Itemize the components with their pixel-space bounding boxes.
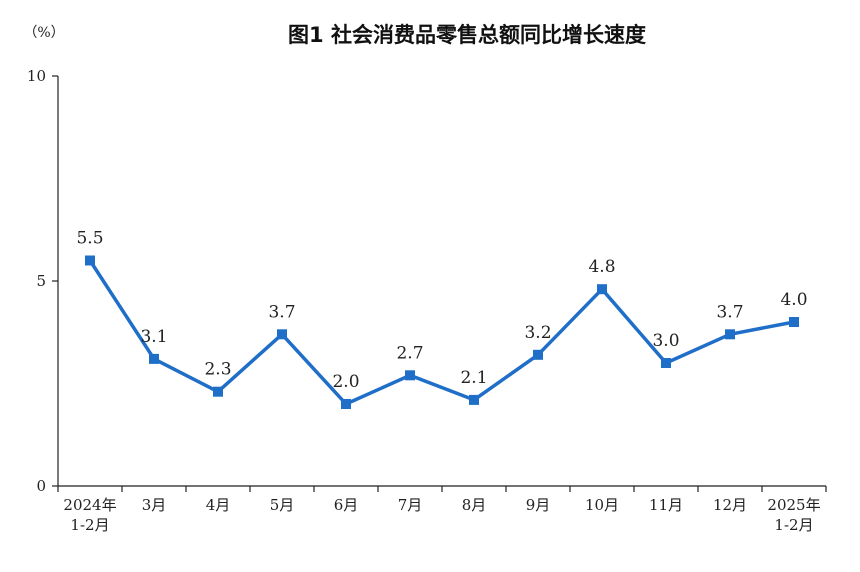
- series-line: [88, 259, 795, 406]
- x-tick-label: 3月: [142, 496, 167, 514]
- data-point: [789, 317, 799, 327]
- x-tick-label: 11月: [649, 496, 683, 514]
- chart-title: 图1 社会消费品零售总额同比增长速度: [288, 23, 646, 47]
- data-point: [597, 284, 607, 295]
- data-label: 3.7: [268, 302, 295, 322]
- plot-area: 5.5 3.1 2.3 3.7 2.0 2.7 2.1 3.2 4.8 3.0 3.7 4.0: [76, 229, 808, 409]
- y-tick-label: 5: [36, 272, 46, 290]
- x-tick-label: 12月: [713, 496, 747, 514]
- data-label: 2.0: [332, 372, 359, 392]
- data-label: 4.8: [588, 257, 615, 277]
- data-point: [533, 349, 543, 360]
- y-tick-label: 0: [36, 477, 46, 495]
- data-label: 3.0: [652, 331, 679, 351]
- data-label: 3.7: [716, 302, 743, 322]
- data-point: [277, 329, 287, 340]
- x-tick-labels: 2024年 1-2月 3月 4月 5月 6月 7月 8月 9月 10月 11月 12月 2025年 1-2…: [57, 486, 827, 534]
- x-tick-label: 9月: [526, 496, 551, 514]
- x-tick-label: 6月: [334, 496, 359, 514]
- data-label: 2.1: [460, 368, 487, 388]
- x-tick-label: 2025年 1-2月: [767, 496, 820, 534]
- y-axis-unit: （%）: [23, 25, 64, 41]
- x-tick-label: 8月: [462, 496, 487, 514]
- axes: [57, 76, 826, 487]
- data-point: [85, 255, 95, 266]
- data-label: 4.0: [780, 290, 807, 310]
- data-label: 3.2: [524, 323, 551, 343]
- y-tick-label: 10: [27, 67, 46, 85]
- data-point: [405, 370, 415, 381]
- data-label: 2.3: [204, 360, 231, 380]
- x-tick-label: 4月: [206, 496, 231, 514]
- data-point: [213, 386, 223, 397]
- x-tick-label: 5月: [270, 496, 295, 514]
- data-point: [725, 329, 735, 340]
- data-label: 3.1: [140, 327, 167, 347]
- data-point: [469, 394, 479, 405]
- x-tick-label: 2024年 1-2月: [63, 496, 116, 534]
- data-point: [149, 353, 159, 364]
- data-label: 2.7: [396, 343, 423, 363]
- x-tick-label: 7月: [398, 496, 423, 514]
- data-label: 5.5: [76, 229, 103, 249]
- data-point: [341, 399, 351, 409]
- x-tick-label: 10月: [585, 496, 619, 514]
- y-ticks: 0 5 10: [27, 67, 58, 495]
- data-point: [661, 358, 671, 368]
